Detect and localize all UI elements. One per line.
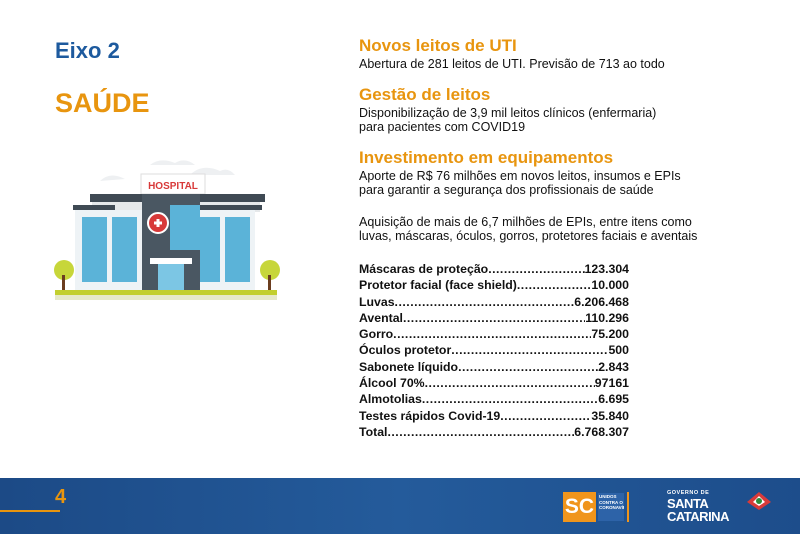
sc-tagline: UNIDOS CONTRA O CORONAVÍRUS: [598, 493, 624, 521]
item-value: 6.695: [598, 392, 629, 407]
section-title: Gestão de leitos: [359, 85, 491, 104]
table-row: Máscaras de proteção 123.304: [359, 261, 629, 277]
state-flag-icon: [747, 492, 771, 510]
hospital-illustration: HOSPITAL: [54, 160, 280, 300]
sc-logo: SC: [563, 492, 596, 522]
table-row-total: Total 6.768.307: [359, 424, 629, 440]
item-value: 2.843: [598, 359, 629, 374]
table-row: Álcool 70% 97161: [359, 375, 629, 391]
section-text: Abertura de 281 leitos de UTI. Previsão …: [359, 57, 665, 71]
table-row: Avental 110.296: [359, 310, 629, 326]
page-number: 4: [55, 486, 67, 508]
item-label: Almotolias: [359, 392, 422, 407]
table-row: Protetor facial (face shield) 10.000: [359, 277, 629, 293]
gov-name-1: SANTA: [667, 496, 709, 511]
hospital-sign: HOSPITAL: [148, 181, 198, 192]
gov-small-text: GOVERNO DE: [667, 490, 710, 496]
item-value: 97161: [594, 376, 629, 391]
item-value: 75.200: [591, 327, 629, 342]
item-value: 6.768.307: [574, 424, 629, 439]
table-row: Testes rápidos Covid-19 35.840: [359, 408, 629, 424]
item-label: Álcool 70%: [359, 376, 425, 391]
item-label: Máscaras de proteção: [359, 262, 489, 276]
item-value: 35.840: [591, 408, 629, 423]
eixo-label: Eixo 2: [55, 38, 120, 63]
supplies-table: Máscaras de proteção 123.304 Protetor fac…: [359, 261, 629, 440]
item-label: Avental: [359, 310, 403, 325]
government-logo: GOVERNO DE SANTA CATARINA: [667, 490, 729, 523]
page-underline: [0, 510, 60, 512]
item-label: Luvas: [359, 294, 395, 309]
table-row: Luvas 6.206.468: [359, 294, 629, 310]
item-label: Protetor facial (face shield): [359, 278, 517, 293]
section-text: Aporte de R$ 76 milhões em novos leitos,…: [359, 169, 681, 197]
item-value: 110.296: [585, 310, 629, 325]
section-title: Novos leitos de UTI: [359, 36, 517, 55]
item-label: Sabonete líquido: [359, 359, 459, 374]
footer-bar: [0, 478, 800, 534]
item-label: Óculos protetor: [359, 343, 452, 358]
gov-name-2: CATARINA: [667, 509, 729, 524]
table-row: Almotolias 6.695: [359, 391, 629, 407]
item-value: 10.000: [591, 278, 629, 293]
table-row: Óculos protetor 500: [359, 342, 629, 358]
item-value: 500: [608, 343, 629, 358]
area-title: SAÚDE: [55, 88, 150, 118]
section-title: Investimento em equipamentos: [359, 148, 614, 167]
item-label: Gorro: [359, 327, 394, 342]
section-text: Disponibilização de 3,9 mil leitos clíni…: [359, 106, 657, 134]
section-text-2: Aquisição de mais de 6,7 milhões de EPIs…: [359, 215, 698, 243]
table-row: Sabonete líquido 2.843: [359, 359, 629, 375]
item-label: Testes rápidos Covid-19: [359, 408, 501, 423]
table-row: Gorro 75.200: [359, 326, 629, 342]
item-label: Total: [359, 424, 388, 439]
logo-divider: [627, 492, 629, 522]
item-value: 123.304: [584, 262, 629, 276]
item-value: 6.206.468: [574, 294, 629, 309]
